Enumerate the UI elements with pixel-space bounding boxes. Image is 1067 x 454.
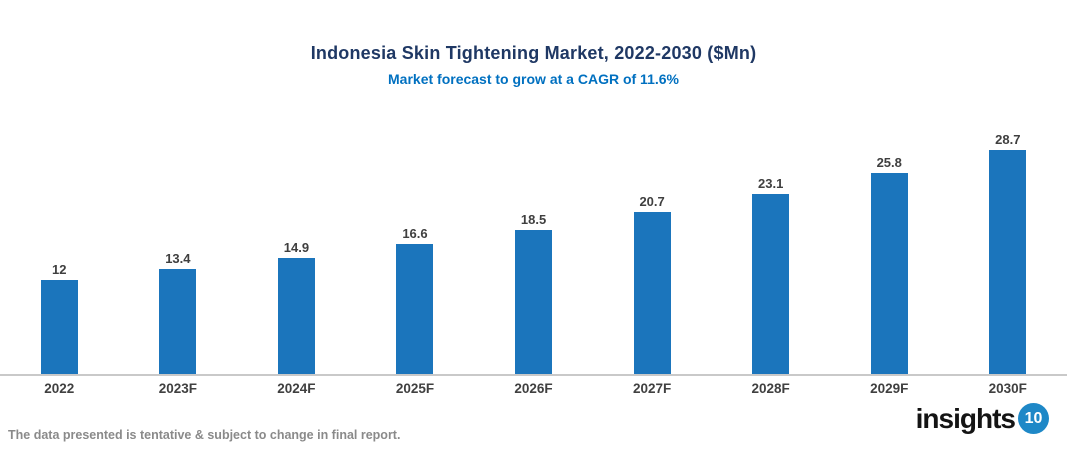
x-axis-labels: 2022 2023F 2024F 2025F 2026F 2027F 2028F 2029F 2…	[0, 381, 1067, 396]
logo-badge-icon: 10	[1018, 403, 1049, 434]
bar	[870, 173, 908, 374]
bar-value-label: 16.6	[402, 226, 428, 241]
x-axis-label: 2028F	[751, 381, 790, 396]
bar-value-label: 14.9	[283, 240, 310, 255]
x-axis-label: 2029F	[870, 381, 909, 396]
x-axis-line	[0, 374, 1067, 376]
x-axis-label: 2027F	[632, 381, 672, 396]
bar-column: 13.4	[119, 120, 238, 374]
bar-value-label: 18.5	[520, 212, 547, 227]
chart-title: Indonesia Skin Tightening Market, 2022-2…	[310, 43, 757, 63]
bar-value-label: 12	[52, 262, 67, 277]
footer-disclaimer: The data presented is tentative & subjec…	[8, 428, 401, 442]
bar-value-label: 28.7	[995, 132, 1021, 147]
chart-subtitle: Market forecast to grow at a CAGR of 11.…	[388, 71, 679, 87]
plot-area: 12 13.4 14.9 16.6 18.5 20.7 23.1 25.8 28.7	[0, 120, 1067, 374]
x-axis-label: 2030F	[988, 381, 1027, 396]
bar	[277, 258, 315, 374]
bar-column: 14.9	[237, 120, 356, 374]
insights10-logo: insights 10	[916, 403, 1049, 434]
bar	[752, 194, 790, 374]
bar	[515, 230, 553, 374]
x-axis-label: 2024F	[277, 381, 316, 396]
x-axis-label: 2026F	[514, 381, 553, 396]
bar-column: 25.8	[830, 120, 949, 374]
bar-column: 12	[0, 120, 119, 374]
bar	[40, 280, 78, 374]
bar	[159, 269, 197, 374]
bar	[633, 212, 671, 374]
logo-wordmark: insights	[915, 402, 1016, 434]
bar-column: 20.7	[593, 120, 712, 374]
x-axis-label: 2023F	[158, 381, 197, 396]
bar-value-label: 23.1	[758, 176, 784, 191]
x-axis-label: 2022	[44, 381, 75, 396]
bar-value-label: 13.4	[165, 251, 191, 266]
bar-column: 16.6	[356, 120, 475, 374]
x-axis-label: 2025F	[395, 381, 435, 396]
bar-column: 23.1	[711, 120, 830, 374]
bar-value-label: 25.8	[876, 155, 902, 170]
bar-column: 18.5	[474, 120, 593, 374]
bar-value-label: 20.7	[639, 194, 665, 209]
bar	[989, 150, 1027, 374]
bar	[396, 244, 434, 374]
bar-column: 28.7	[949, 120, 1067, 374]
